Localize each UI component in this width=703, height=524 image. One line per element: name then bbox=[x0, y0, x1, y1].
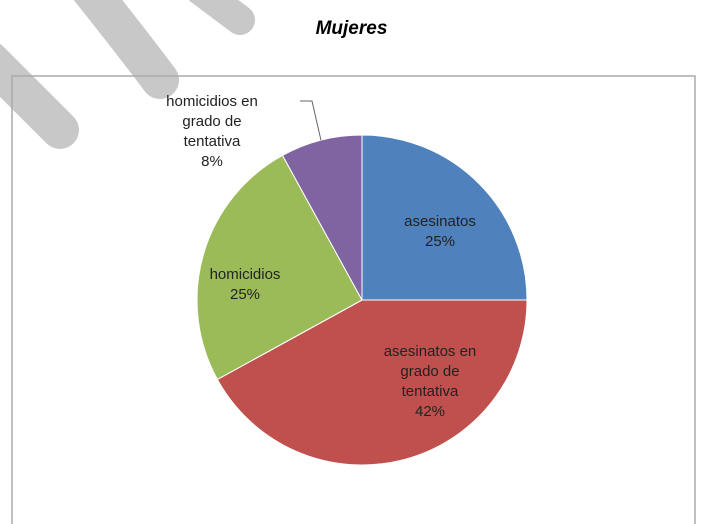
slice-label: asesinatos en grado de tentativa bbox=[383, 343, 477, 400]
slice-label: asesinatos bbox=[404, 213, 476, 230]
slice-label: homicidios en grado de tentativa bbox=[166, 93, 258, 150]
slice-label: homicidios bbox=[209, 266, 281, 283]
chart-frame bbox=[11, 75, 696, 524]
pie-slice bbox=[361, 134, 528, 301]
slice-value-label: 25% bbox=[424, 233, 456, 250]
slice-value-label: 42% bbox=[414, 403, 446, 420]
decoration bbox=[188, 0, 255, 35]
chart-title: Mujeres bbox=[315, 18, 388, 39]
slice-value-label: 8% bbox=[201, 153, 223, 170]
pie-slice bbox=[216, 299, 528, 466]
leader-line bbox=[300, 100, 322, 141]
decoration bbox=[0, 43, 79, 149]
decoration bbox=[73, 0, 179, 99]
slice-value-label: 25% bbox=[229, 286, 261, 303]
pie-slice bbox=[196, 154, 363, 381]
